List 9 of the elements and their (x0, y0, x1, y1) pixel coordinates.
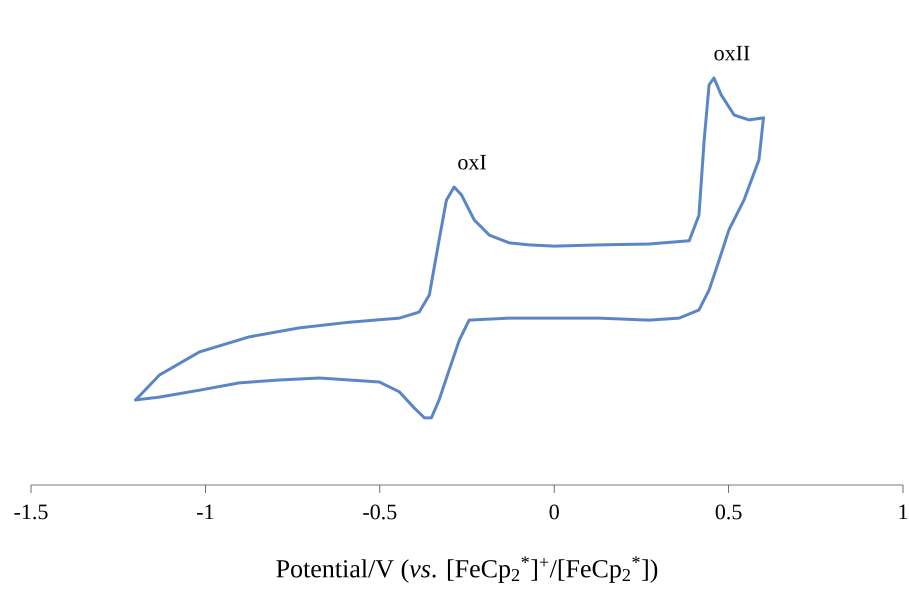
x-tick-label: -1.5 (14, 504, 48, 520)
annotation: oxI (458, 154, 486, 170)
x-tick-label: -1 (197, 504, 214, 520)
x-tick-label: 1 (899, 504, 908, 520)
x-tick-label: 0.5 (716, 504, 742, 520)
annotation: oxII (714, 46, 750, 60)
x-tick-label: -0.5 (363, 504, 396, 520)
text: Potential/V (vs. [FeCp$_{2}$$^{*}$]$^{+}$/[FeCp$_{2}$$^{*}$]) (276, 556, 658, 583)
x-tick-label: 0 (550, 504, 559, 520)
